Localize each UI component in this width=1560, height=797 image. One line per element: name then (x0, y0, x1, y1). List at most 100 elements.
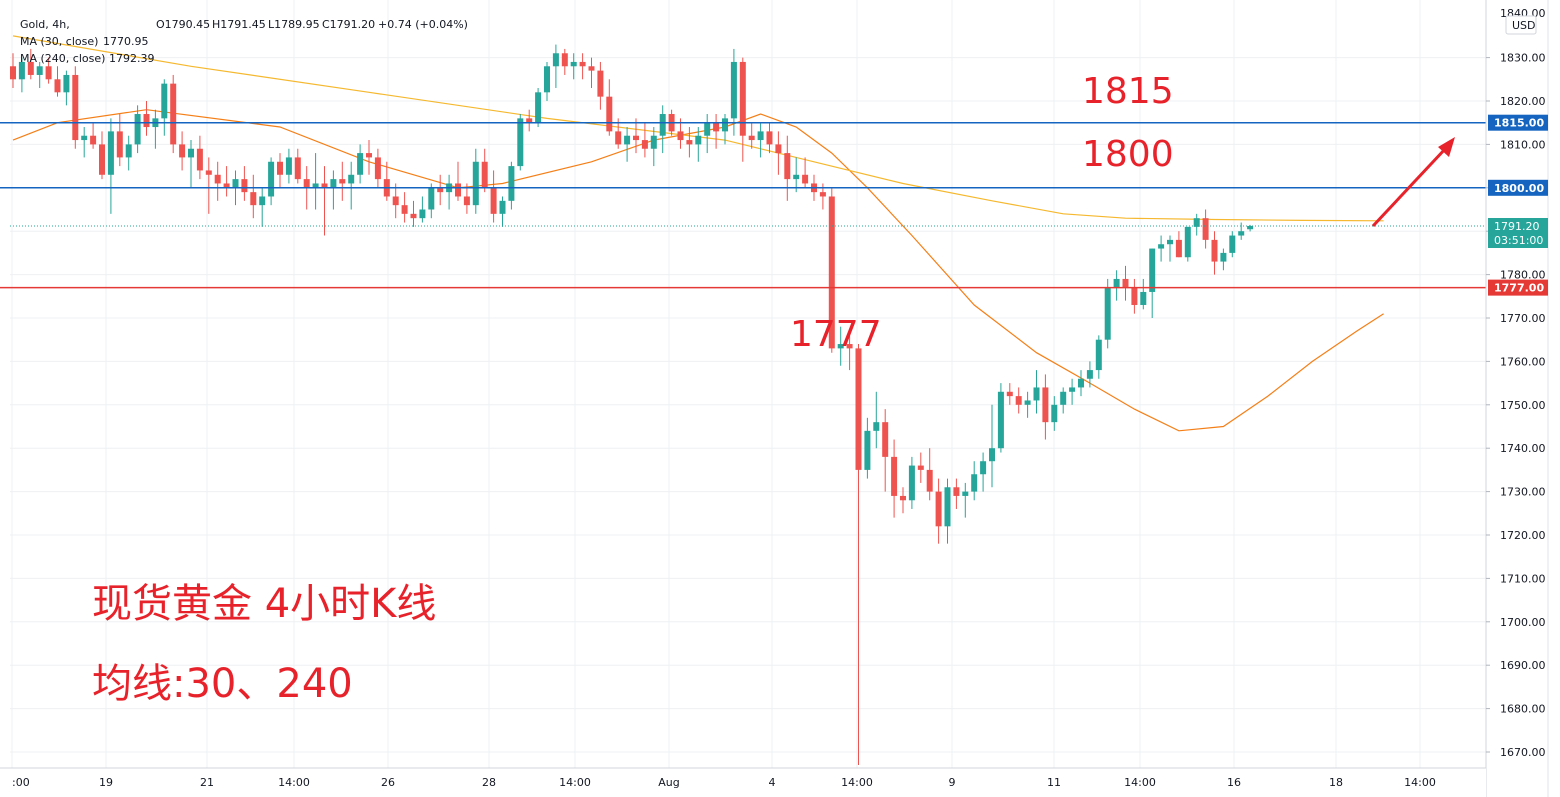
candle (1211, 231, 1218, 275)
level-badge-label-1815: 1815.00 (1494, 117, 1544, 130)
candle (1238, 222, 1245, 240)
level-badge-label-1800: 1800.00 (1494, 182, 1544, 195)
candle (321, 166, 328, 236)
candle (1113, 270, 1120, 301)
candle (250, 174, 257, 219)
price-tick-label: 1720.00 (1500, 529, 1546, 542)
candle (606, 79, 613, 136)
candle (90, 122, 97, 149)
candle (1149, 248, 1156, 318)
candle (1202, 209, 1209, 249)
time-tick-label: 9 (949, 776, 956, 789)
candle (633, 118, 639, 154)
candle (793, 157, 800, 193)
candle (917, 452, 924, 483)
candle (873, 391, 880, 449)
price-tick-label: 1770.00 (1500, 312, 1546, 325)
candle (650, 127, 657, 167)
legend-change: +0.74 (+0.04%) (378, 18, 468, 31)
candle (357, 144, 364, 184)
candle (980, 452, 987, 492)
currency-box[interactable] (1505, 15, 1537, 35)
time-tick-label: 14:00 (278, 776, 310, 789)
level-badges: 1815.00 1800.00 1777.00 (1488, 114, 1548, 296)
candle (1229, 231, 1236, 258)
time-tick-label: 16 (1227, 776, 1241, 789)
price-tick-label: 1780.00 (1500, 269, 1546, 282)
candle (1167, 235, 1173, 262)
candle (962, 482, 969, 518)
candle (419, 196, 426, 223)
horizontal-levels[interactable] (0, 121, 1486, 289)
candle (348, 161, 355, 210)
time-axis[interactable]: :00 19 21 14:00 26 28 14:00 Aug 4 14:00 9 11 14:00 16… (12, 776, 1436, 789)
candle (713, 114, 720, 149)
candle (641, 122, 648, 158)
candle (223, 166, 230, 197)
candle (401, 192, 408, 223)
candle (27, 48, 34, 80)
last-price-badge (1488, 218, 1548, 248)
candle (597, 61, 604, 110)
annotation-1815: 1815 (1082, 71, 1174, 112)
candle (971, 461, 978, 501)
ma240-line (12, 35, 1384, 222)
candle (45, 57, 52, 84)
candle (125, 135, 132, 171)
candle (214, 161, 221, 201)
candle (1060, 387, 1067, 414)
price-tick-label: 1730.00 (1500, 486, 1546, 499)
price-tick-label: 1810.00 (1500, 138, 1546, 151)
candle (1078, 370, 1084, 397)
time-tick-label: 14:00 (559, 776, 591, 789)
candle (392, 183, 399, 219)
price-tick-label: 1760.00 (1500, 355, 1546, 368)
candle (846, 335, 853, 371)
candle (579, 53, 586, 80)
legend-symbol[interactable]: Gold, 4h, (20, 18, 70, 31)
level-badge-1800 (1488, 179, 1548, 196)
candle (374, 148, 381, 188)
candle (953, 478, 960, 509)
legend-ma30-label[interactable]: MA (30, close) (20, 35, 98, 48)
candle (81, 127, 88, 158)
level-badge-1777 (1488, 279, 1548, 296)
price-tick-label: 1710.00 (1500, 572, 1546, 585)
candle (499, 196, 506, 227)
candle (1220, 248, 1227, 271)
candle (455, 161, 461, 201)
time-axis-background (0, 768, 1486, 797)
candle (837, 326, 844, 366)
time-tick-label: 4 (769, 776, 776, 789)
time-tick-label: 18 (1329, 776, 1343, 789)
candle (339, 161, 346, 201)
time-tick-label: Aug (658, 776, 679, 789)
candle (285, 148, 292, 184)
candle (63, 70, 70, 106)
candle (205, 157, 212, 214)
candle (1086, 361, 1093, 388)
annotation-1777: 1777 (790, 314, 882, 355)
time-tick-label: 19 (99, 776, 113, 789)
candle (944, 478, 951, 544)
candle (36, 61, 43, 88)
chart-caption-ma: 均线:30、240 (92, 661, 353, 707)
candle (1095, 335, 1102, 379)
candle (855, 344, 862, 766)
candle (196, 135, 203, 180)
time-tick-label: 14:00 (841, 776, 873, 789)
candle (428, 183, 435, 219)
candle (241, 166, 248, 201)
candle (739, 57, 746, 162)
candle (686, 127, 693, 158)
price-tick-label: 1680.00 (1500, 703, 1546, 716)
candle (864, 417, 871, 479)
legend-ma240-label[interactable]: MA (240, close) (20, 52, 105, 65)
candle (330, 170, 337, 210)
candle (722, 114, 728, 145)
candle (161, 79, 168, 136)
grid (10, 0, 1486, 768)
candle (508, 161, 515, 210)
candle (312, 153, 319, 210)
